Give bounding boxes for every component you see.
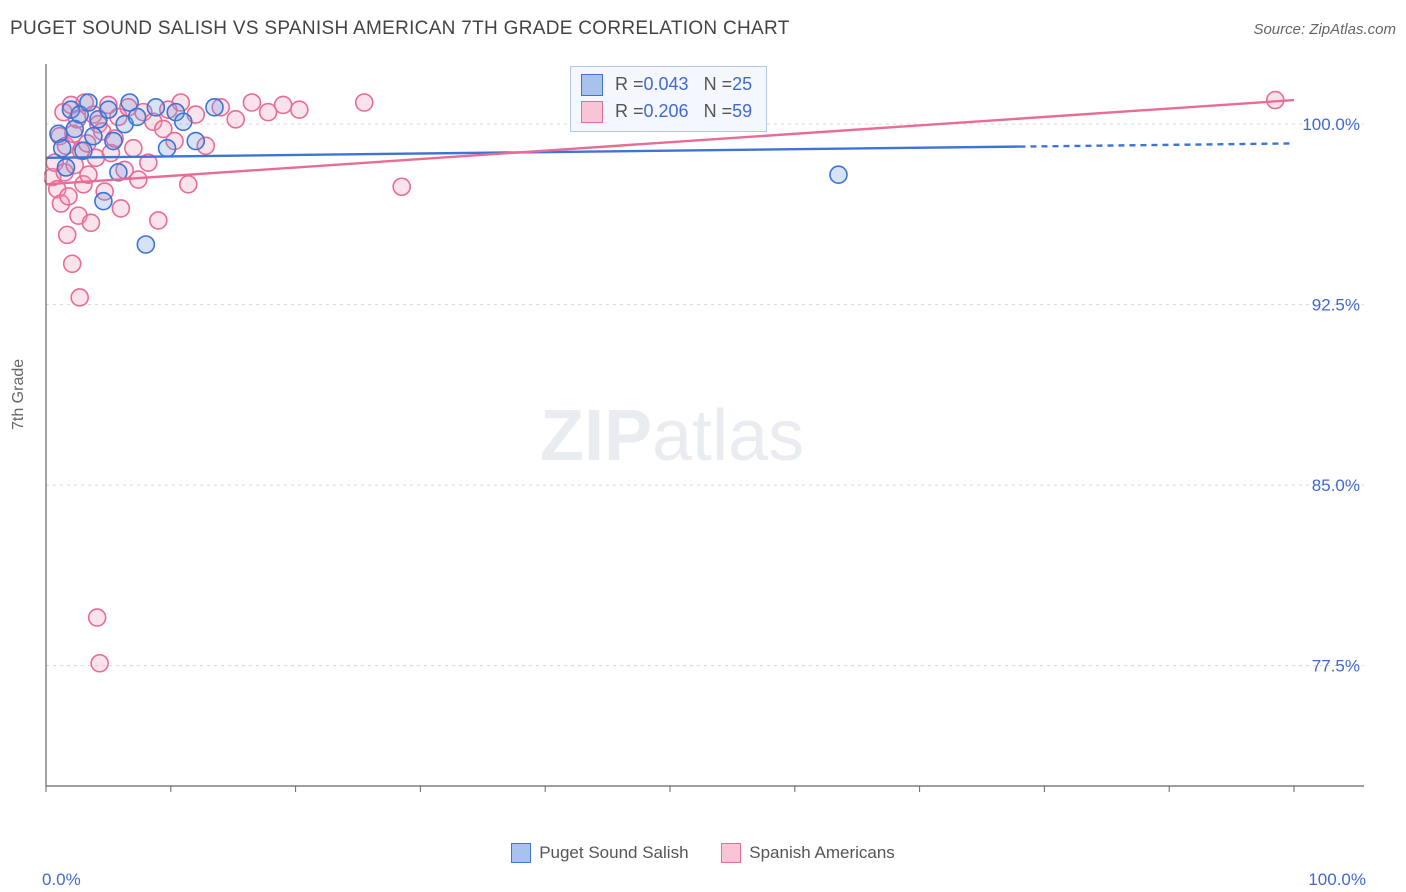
stats-r-value-1: 0.206 (644, 98, 689, 125)
svg-text:100.0%: 100.0% (1302, 115, 1360, 134)
svg-text:92.5%: 92.5% (1312, 296, 1360, 315)
stats-n-label-0: N = (689, 71, 733, 98)
x-tick-max: 100.0% (1308, 870, 1366, 890)
legend-item-1: Spanish Americans (721, 843, 895, 863)
stats-n-label-1: N = (689, 98, 733, 125)
stats-r-label-1: R = (615, 98, 644, 125)
y-axis-label: 7th Grade (10, 359, 28, 430)
source-attribution: Source: ZipAtlas.com (1253, 21, 1396, 38)
stats-r-label-0: R = (615, 71, 644, 98)
chart-header: PUGET SOUND SALISH VS SPANISH AMERICAN 7… (10, 18, 1396, 50)
chart-title: PUGET SOUND SALISH VS SPANISH AMERICAN 7… (10, 18, 790, 39)
legend-bottom: Puget Sound Salish Spanish Americans (0, 843, 1406, 868)
stats-swatch-0 (581, 74, 603, 96)
legend-swatch-1 (721, 843, 741, 863)
legend-label-0: Puget Sound Salish (539, 843, 688, 863)
stats-row-1: R = 0.206 N = 59 (581, 98, 752, 125)
stats-row-0: R = 0.043 N = 25 (581, 71, 752, 98)
x-tick-min: 0.0% (42, 870, 81, 890)
chart-canvas: 100.0% 92.5% 85.0% 77.5% (44, 62, 1364, 792)
svg-text:77.5%: 77.5% (1312, 657, 1360, 676)
stats-n-value-0: 25 (732, 71, 752, 98)
legend-item-0: Puget Sound Salish (511, 843, 688, 863)
stats-r-value-0: 0.043 (644, 71, 689, 98)
stats-swatch-1 (581, 101, 603, 123)
stats-n-value-1: 59 (732, 98, 752, 125)
stats-legend: R = 0.043 N = 25 R = 0.206 N = 59 (570, 66, 767, 132)
legend-swatch-0 (511, 843, 531, 863)
correlation-chart: 100.0% 92.5% 85.0% 77.5% (44, 62, 1364, 792)
svg-text:85.0%: 85.0% (1312, 476, 1360, 495)
legend-label-1: Spanish Americans (749, 843, 895, 863)
